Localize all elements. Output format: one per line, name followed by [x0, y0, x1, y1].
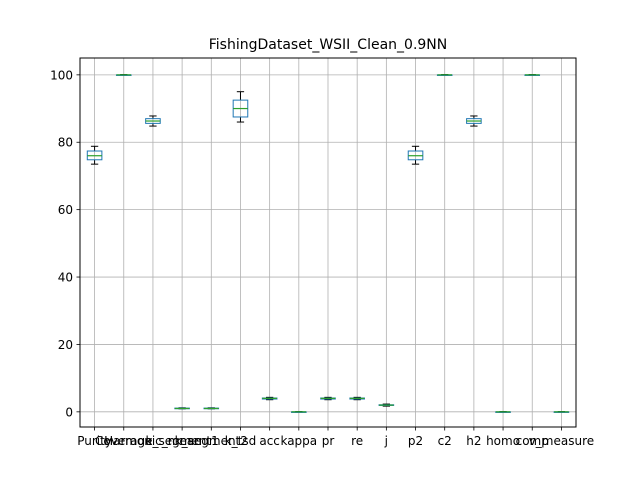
grid-lines: [80, 58, 576, 427]
x-tick-label: pr: [322, 434, 335, 448]
box-k-segment1: [174, 407, 190, 410]
y-tick-label: 0: [65, 405, 73, 419]
box-comp: [524, 74, 541, 76]
box-purity: [86, 145, 103, 165]
box-k-tsd: [232, 91, 249, 123]
x-tick-label: k_segment1: [146, 434, 219, 448]
box-h2: [466, 115, 482, 127]
y-axis-ticks: 0 20 40 60 80 100: [50, 68, 80, 419]
x-tick-label: p2: [408, 434, 423, 448]
box-acc: [261, 396, 278, 401]
box-v-measure: [553, 410, 570, 413]
x-tick-label: j: [384, 434, 388, 448]
x-tick-label: kappa: [280, 434, 317, 448]
box-homo: [495, 410, 511, 413]
box-k-segment2: [203, 407, 220, 410]
x-tick-label: Coverage: [95, 434, 153, 448]
y-tick-label: 60: [58, 203, 73, 217]
chart-title: FishingDataset_WSII_Clean_0.9NN: [209, 37, 448, 53]
x-tick-label: Purity: [77, 434, 112, 448]
box-re: [349, 396, 365, 401]
box-series: [86, 74, 570, 413]
y-tick-label: 80: [58, 136, 73, 150]
box-coverage: [115, 74, 132, 76]
x-tick-label: c2: [438, 434, 452, 448]
box-harmonic-mean: [145, 115, 161, 127]
y-tick-label: 40: [58, 271, 73, 285]
x-axis-ticks: PurityCoverageHarmonic_meank_segment1k_s…: [77, 427, 594, 448]
x-tick-label: comp: [516, 434, 549, 448]
box-pr: [320, 396, 336, 401]
y-tick-label: 100: [50, 68, 73, 82]
box-c2: [436, 74, 453, 76]
x-tick-label: re: [351, 434, 363, 448]
box-kappa: [291, 410, 307, 413]
box-p2: [407, 145, 424, 165]
y-tick-label: 20: [58, 338, 73, 352]
x-tick-label: homo: [486, 434, 520, 448]
x-tick-label: acc: [259, 434, 280, 448]
x-tick-label: k_segment2: [175, 434, 248, 448]
x-tick-label: Harmonic_mean: [104, 434, 202, 448]
x-tick-label: k_tsd: [225, 434, 257, 448]
x-tick-label: h2: [466, 434, 481, 448]
box-j: [378, 403, 395, 407]
x-tick-label: v_measure: [529, 434, 594, 448]
